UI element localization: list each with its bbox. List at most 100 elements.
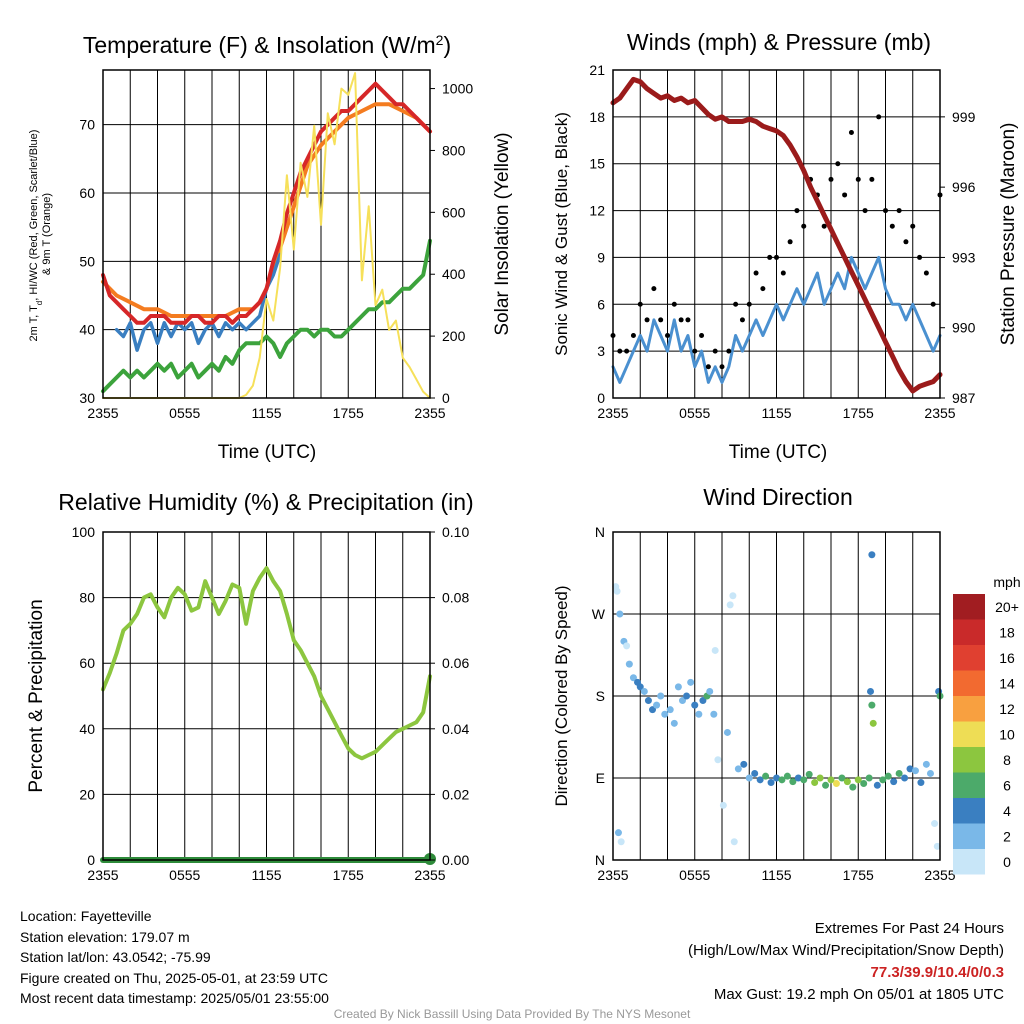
wind-direction-frame (612, 531, 941, 861)
x-tick-label: 1755 (333, 867, 364, 883)
wind-direction-point (740, 760, 748, 768)
temperature-frame (102, 69, 431, 399)
x-tick-label: 2355 (924, 405, 955, 421)
gust-point (719, 364, 725, 370)
extremes-subtitle: (High/Low/Max Wind/Precipitation/Snow De… (688, 942, 1004, 959)
wind-direction-point (699, 697, 707, 705)
gust-point (658, 317, 664, 323)
y-tick-label: 30 (79, 390, 95, 406)
gust-point (869, 176, 875, 182)
wind-direction-point (623, 642, 631, 650)
colorbar-swatch (953, 747, 985, 773)
humidity-title: Relative Humidity (%) & Precipitation (i… (58, 489, 473, 515)
gust-point (848, 129, 854, 135)
wind-direction-point (691, 701, 699, 709)
y-tick-label: 60 (79, 655, 95, 671)
winds-panel: Winds (mph) & Pressure (mb) 0 3 6 9 12 15 18 21… (552, 29, 1019, 463)
y-tick-label: 6 (597, 296, 605, 312)
wind-direction-point (726, 601, 734, 609)
winds-title: Winds (mph) & Pressure (mb) (627, 29, 931, 55)
y-tick-label: 9 (597, 249, 605, 265)
gust-point (855, 176, 861, 182)
x-tick-label: 2355 (597, 867, 628, 883)
x-tick-label: 1155 (251, 405, 281, 421)
x-tick-label: 2355 (924, 867, 955, 883)
series-sonic-wind (611, 255, 942, 384)
y-tick-label: 40 (79, 322, 95, 338)
gust-point (876, 114, 882, 120)
gust-point (733, 301, 739, 307)
gust-point (896, 208, 902, 214)
wind-direction-point (695, 710, 703, 718)
y2-tick-label: 0.02 (442, 786, 469, 802)
colorbar-label: 14 (999, 675, 1015, 691)
gust-point (630, 333, 636, 339)
colorbar-swatch (953, 594, 985, 620)
wind-direction-point (869, 719, 877, 727)
colorbar-swatch (953, 721, 985, 747)
x-tick-label: 2355 (414, 867, 445, 883)
wind-direction-point (734, 765, 742, 773)
gust-point (678, 317, 684, 323)
wind-direction-point (838, 774, 846, 782)
y-tick-label: S (596, 688, 605, 704)
wind-direction-title: Wind Direction (703, 484, 853, 510)
temperature-xlabel: Time (UTC) (218, 442, 317, 463)
temperature-series (101, 72, 432, 399)
gust-point (767, 254, 773, 260)
colorbar-swatch (953, 823, 985, 849)
wind-direction-point (816, 774, 824, 782)
wind-direction-point (868, 701, 876, 709)
gust-point (665, 333, 670, 339)
wind-direction-point (670, 719, 678, 727)
x-tick-label: 1155 (251, 867, 281, 883)
gust-point (835, 161, 841, 167)
wind-direction-point (933, 842, 941, 850)
y-tick-label: 3 (597, 343, 605, 359)
gust-point (671, 301, 677, 307)
y2-tick-label: 600 (442, 204, 466, 220)
gust-point (644, 317, 650, 323)
series-2m-td (101, 238, 432, 394)
wind-direction-point (613, 587, 621, 595)
winds-ylabel-right: Station Pressure (Maroon) (998, 123, 1019, 346)
colorbar-swatch (953, 670, 985, 696)
wind-direction-points (612, 551, 944, 850)
y2-tick-label: 0.04 (442, 721, 469, 737)
chart-canvas: Temperature (F) & Insolation (W/m2) 3040… (26, 29, 1021, 883)
y-tick-label: E (596, 770, 605, 786)
x-tick-label: 0555 (679, 867, 710, 883)
wind-direction-point (849, 783, 857, 791)
colorbar-label: 2 (1003, 828, 1011, 844)
wind-direction-point (614, 829, 622, 837)
y-tick-label: N (595, 524, 605, 540)
wind-direction-point (868, 551, 876, 559)
gust-point (726, 348, 732, 354)
wind-direction-point (636, 683, 644, 691)
extremes-info: Extremes For Past 24 Hours (High/Low/Max… (688, 918, 1004, 1006)
y2-tick-label: 800 (442, 142, 466, 158)
humidity-ylabel: Percent & Precipitation (26, 599, 47, 792)
gust-point (617, 348, 623, 354)
wind-direction-point (719, 801, 727, 809)
x-tick-label: 0555 (169, 867, 200, 883)
x-tick-label: 1155 (761, 867, 791, 883)
gust-point (774, 254, 779, 260)
wind-direction-point (854, 776, 862, 784)
winds-frame (612, 69, 941, 399)
x-tick-label: 2355 (597, 405, 628, 421)
wind-direction-point (832, 779, 840, 787)
wind-direction-point (745, 774, 753, 782)
y-tick-label: 21 (589, 62, 605, 78)
temperature-grid (103, 70, 430, 398)
gust-point (760, 286, 766, 292)
gust-point (910, 223, 916, 229)
gust-point (780, 270, 786, 276)
y-tick-label: 100 (72, 524, 96, 540)
y2-tick-label: 1000 (442, 81, 473, 97)
wind-direction-point (805, 770, 813, 778)
wind-direction-point (616, 610, 624, 618)
wind-direction-point (723, 728, 731, 736)
x-tick-label: 1755 (333, 405, 364, 421)
wind-direction-point (687, 678, 695, 686)
